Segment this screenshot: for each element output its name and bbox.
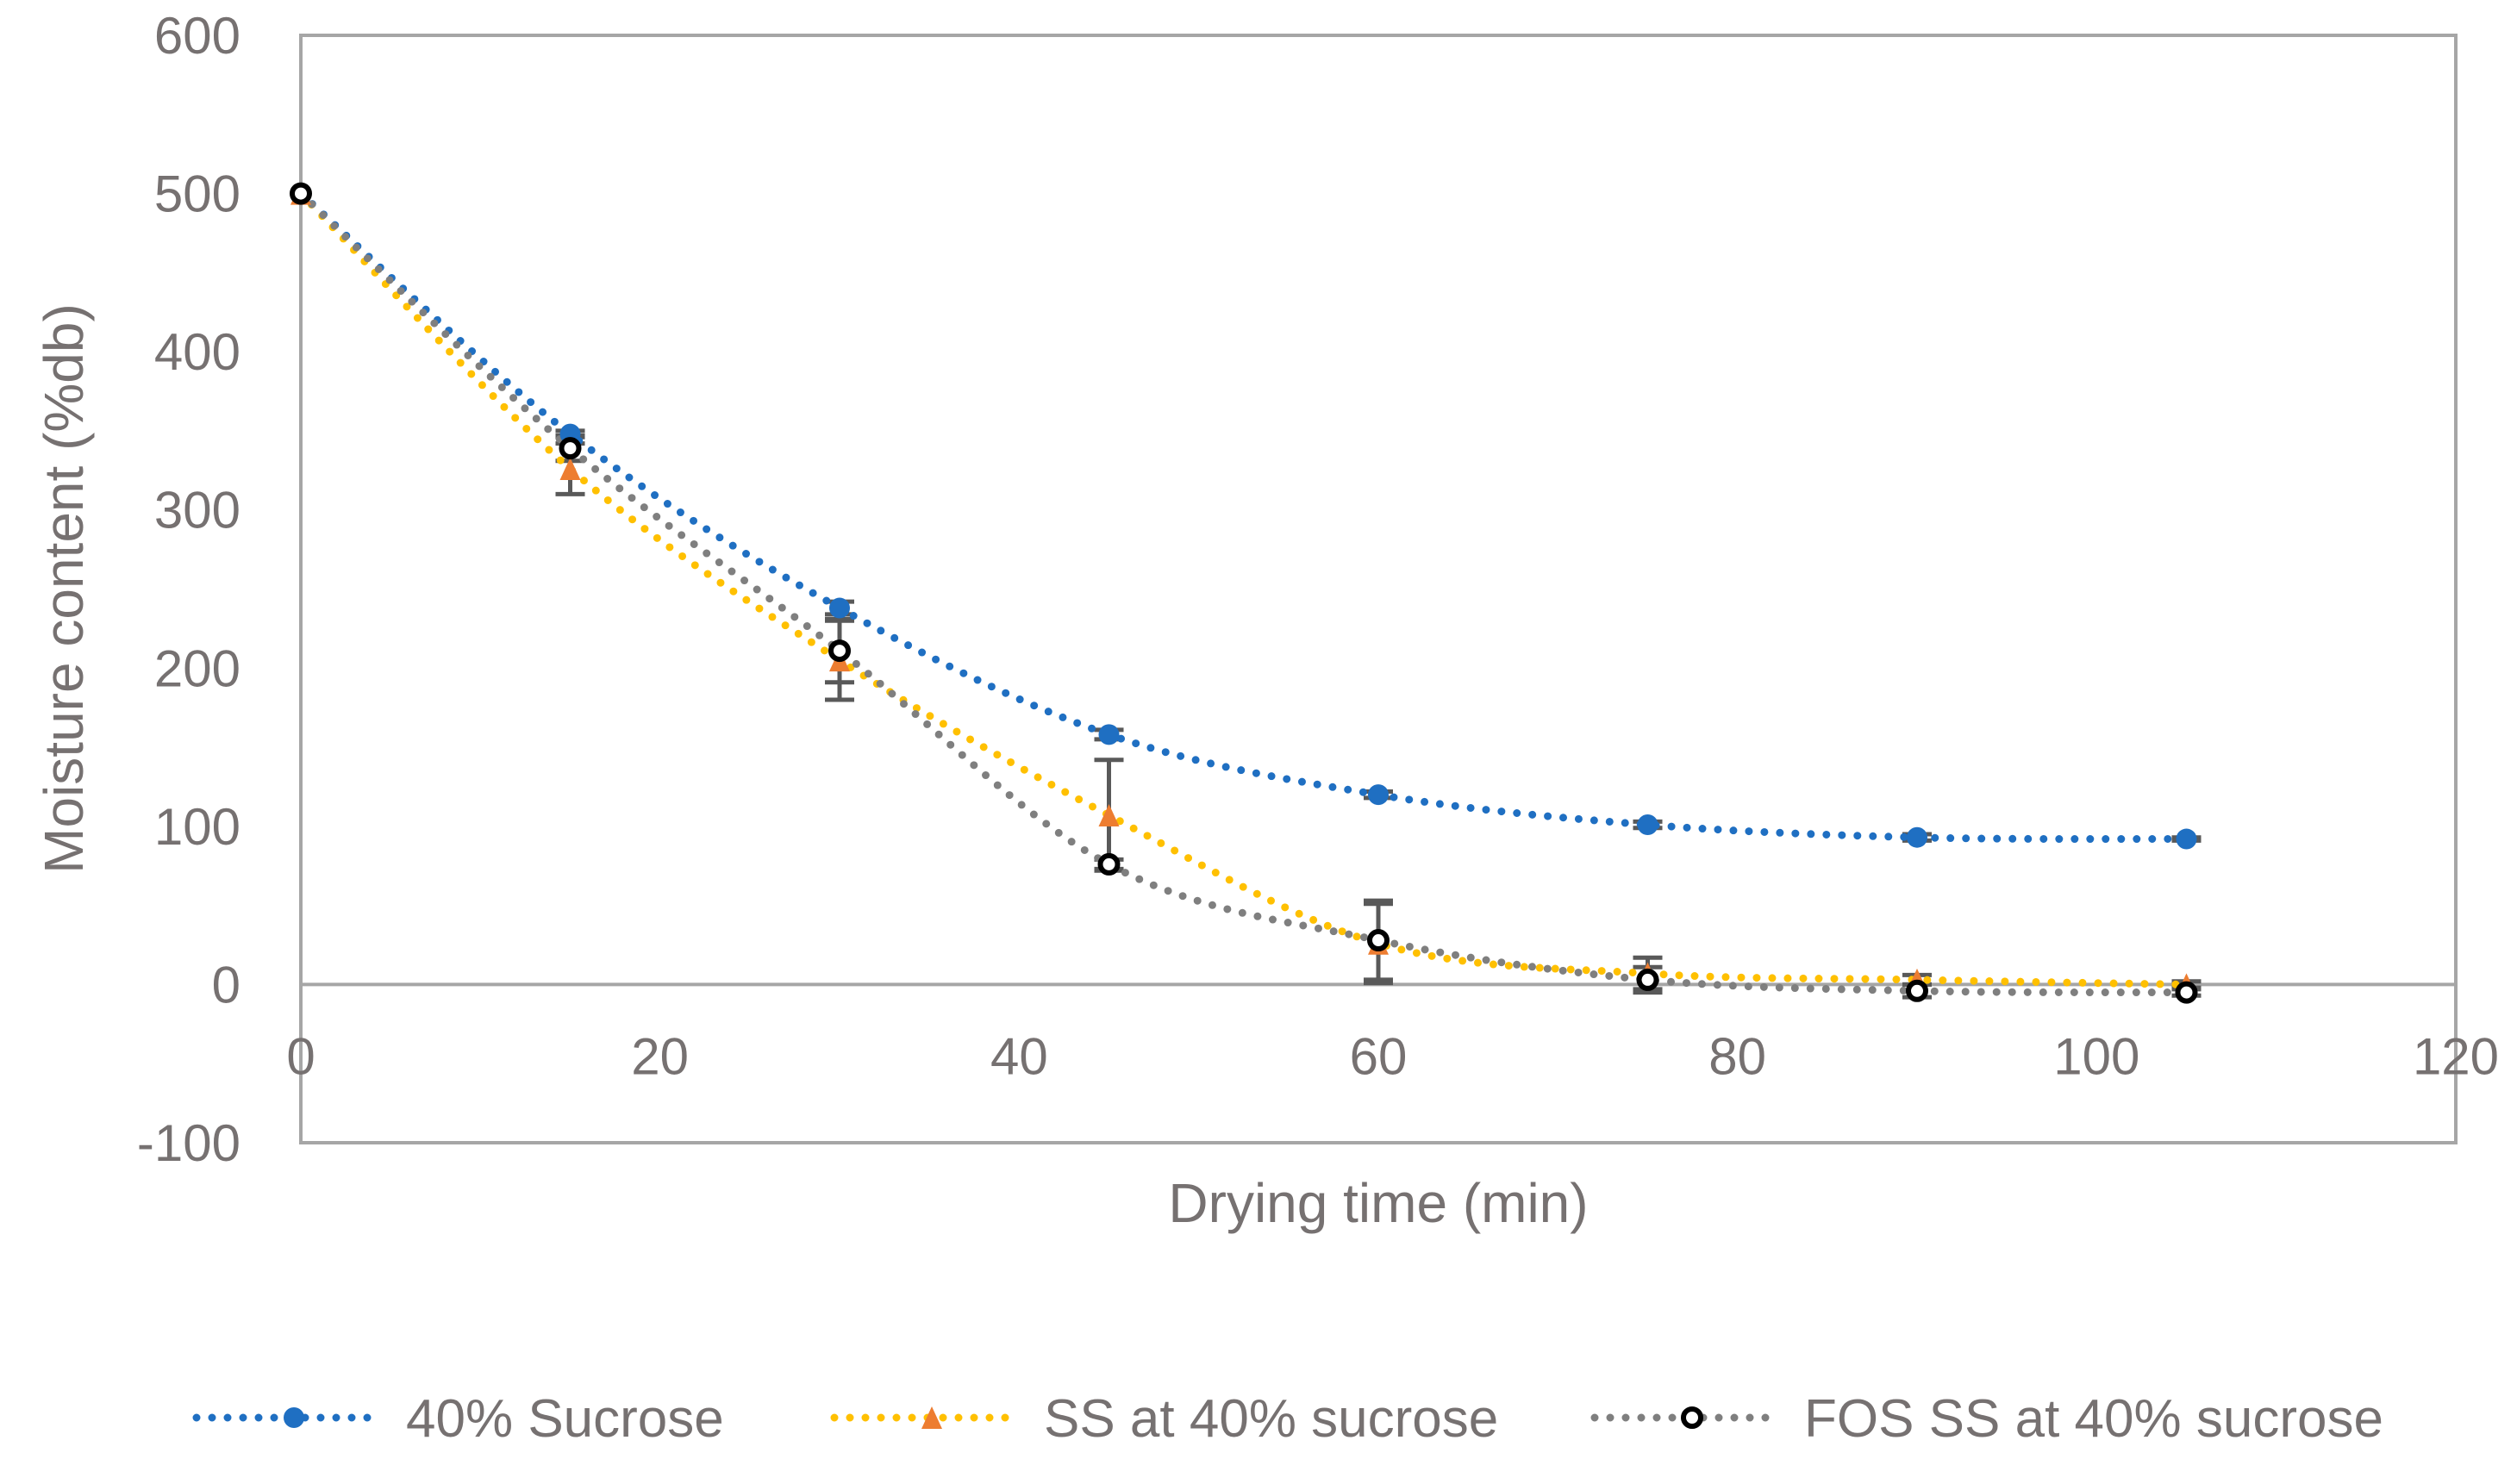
x-tick-label: 120 (2413, 1027, 2499, 1085)
legend-marker-ss-at-40-sucrose (921, 1406, 942, 1429)
legend: 40% Sucrose SS at 40% sucrose FOS SS at 40… (192, 1389, 2383, 1449)
x-tick-label: 0 (286, 1027, 315, 1085)
legend-marker-40-sucrose (284, 1407, 304, 1428)
data-point-40-sucrose (2176, 828, 2197, 850)
y-tick-label: 300 (154, 482, 240, 539)
data-point-fos-ss-at-40-sucrose (828, 639, 851, 663)
legend-label-40-sucrose: 40% Sucrose (406, 1389, 724, 1449)
data-point-ss-at-40-sucrose (559, 457, 581, 480)
data-point-40-sucrose (1637, 814, 1658, 836)
data-point-40-sucrose (1368, 784, 1389, 806)
y-tick-label: -100 (137, 1114, 240, 1172)
data-point-fos-ss-at-40-sucrose (1636, 968, 1659, 991)
data-point-40-sucrose (1098, 724, 1120, 745)
y-tick-label: 0 (212, 956, 240, 1013)
x-axis-title: Drying time (min) (1168, 1172, 1588, 1234)
data-point-fos-ss-at-40-sucrose (1906, 979, 1928, 1002)
y-tick-label: 400 (154, 323, 240, 381)
data-point-fos-ss-at-40-sucrose (2175, 981, 2198, 1004)
x-tick-label: 20 (631, 1027, 689, 1085)
y-tick-label: 600 (154, 7, 240, 65)
legend-marker-fos-ss-at-40-sucrose (1681, 1406, 1703, 1429)
data-point-40-sucrose (829, 597, 850, 619)
y-axis-title: Moisture content (%db) (33, 303, 95, 874)
y-tick-label: 200 (154, 639, 240, 697)
x-tick-label: 40 (990, 1027, 1048, 1085)
series-line-fos-ss-at-40-sucrose (297, 190, 2190, 997)
data-point-fos-ss-at-40-sucrose (1367, 929, 1390, 952)
y-tick-label: 500 (154, 165, 240, 223)
x-tick-label: 80 (1708, 1027, 1766, 1085)
x-tick-label: 60 (1350, 1027, 1408, 1085)
data-point-fos-ss-at-40-sucrose (1097, 852, 1121, 876)
legend-label-fos-ss-at-40-sucrose: FOS SS at 40% sucrose (1804, 1389, 2383, 1449)
data-point-fos-ss-at-40-sucrose (290, 182, 312, 205)
data-point-40-sucrose (1907, 826, 1927, 848)
legend-label-ss-at-40-sucrose: SS at 40% sucrose (1044, 1389, 1498, 1449)
x-tick-label: 100 (2053, 1027, 2139, 1085)
series-line-40-sucrose (297, 190, 2190, 844)
y-tick-label: 100 (154, 798, 240, 856)
data-point-fos-ss-at-40-sucrose (559, 437, 582, 460)
data-point-ss-at-40-sucrose (1098, 804, 1120, 827)
